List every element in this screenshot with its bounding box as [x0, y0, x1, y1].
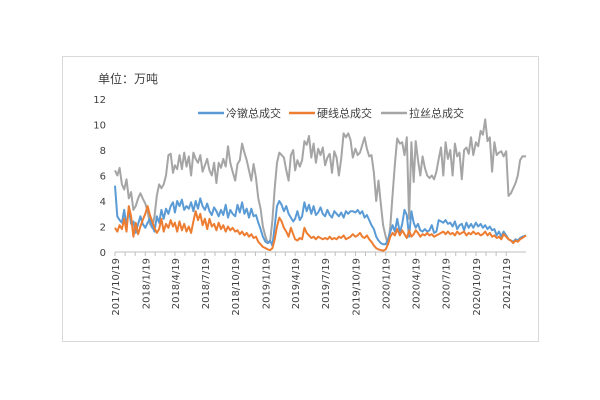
x-tick-label: 2018/4/19 [171, 258, 182, 309]
legend-label: 拉丝总成交 [409, 106, 464, 120]
x-tick-label: 2019/10/19 [351, 258, 362, 316]
series-line-1 [114, 185, 527, 247]
y-tick-label: 6 [100, 172, 106, 183]
legend-label: 冷镦总成交 [226, 106, 281, 120]
y-tick-label: 0 [100, 248, 106, 259]
x-tick-label: 2020/1/19 [382, 258, 393, 309]
x-tick-label: 2019/1/19 [262, 258, 273, 309]
x-tick-label: 2019/4/19 [291, 258, 302, 309]
legend-label: 硬线总成交 [317, 106, 372, 120]
y-tick-label: 8 [100, 146, 106, 157]
y-tick-label: 10 [93, 121, 106, 132]
x-tick-label: 2019/7/19 [321, 258, 332, 309]
y-tick-label: 2 [100, 223, 106, 234]
series-lines [114, 118, 527, 252]
x-tick-label: 2020/7/19 [442, 258, 453, 309]
series-line-3 [114, 118, 526, 246]
y-tick-label: 4 [100, 197, 106, 208]
x-axis: 2017/10/19 2018/1/19 2018/4/19 2018/7/19 201… [111, 251, 526, 316]
y-axis: 0 2 4 6 8 10 12 [93, 95, 106, 259]
x-tick-label: 2021/1/19 [502, 258, 513, 309]
x-tick-label: 2017/10/19 [111, 258, 122, 316]
series-line-2 [114, 205, 527, 252]
x-tick-label: 2020/4/19 [412, 258, 423, 309]
legend: 冷镦总成交 硬线总成交 拉丝总成交 [198, 106, 464, 120]
y-tick-label: 12 [93, 95, 106, 106]
x-tick-label: 2018/7/19 [201, 258, 212, 309]
x-tick-label: 2018/10/19 [231, 258, 242, 316]
chart-frame [62, 56, 539, 342]
x-tick-label: 2020/10/19 [472, 258, 483, 316]
x-tick-label: 2018/1/19 [141, 258, 152, 309]
unit-label: 单位：万吨 [98, 72, 159, 86]
